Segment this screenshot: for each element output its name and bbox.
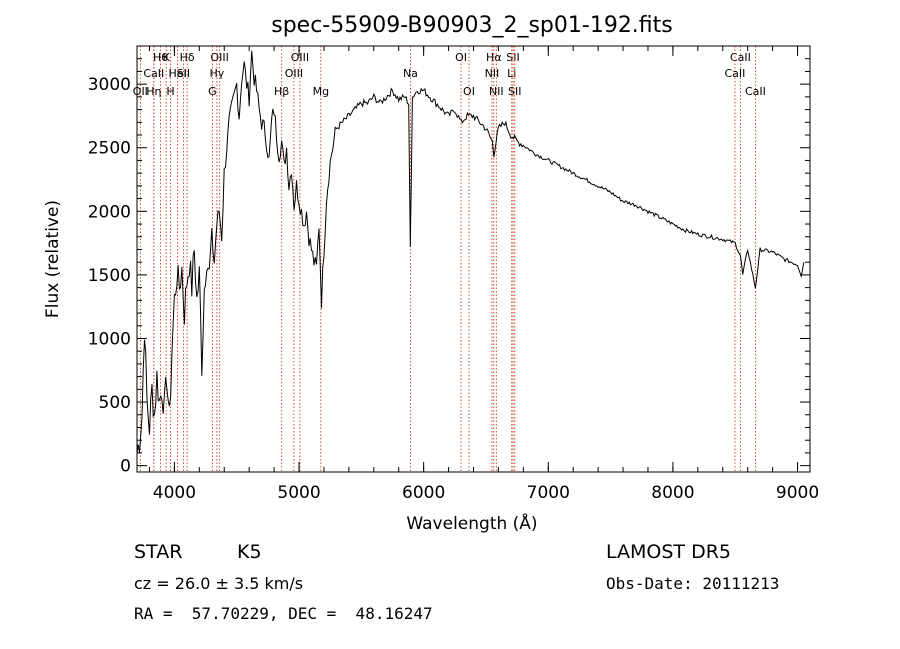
marker-label-13: OIII bbox=[291, 51, 309, 64]
x-axis-label: Wavelength (Å) bbox=[406, 512, 537, 534]
x-tick-label-2: 6000 bbox=[402, 483, 445, 503]
marker-label-1: K bbox=[163, 51, 171, 64]
coordinates: RA = 57.70229, DEC = 48.16247 bbox=[134, 604, 433, 623]
marker-label-26: CaII bbox=[725, 67, 746, 80]
y-axis-label: Flux (relative) bbox=[43, 200, 63, 318]
y-tick-label-4: 2000 bbox=[88, 202, 131, 222]
y-tick-label-1: 500 bbox=[99, 393, 131, 413]
marker-label-22: SII bbox=[506, 51, 519, 64]
x-tick-label-4: 8000 bbox=[651, 483, 694, 503]
y-tick-label-2: 1000 bbox=[88, 329, 131, 349]
marker-label-4: SII bbox=[177, 67, 190, 80]
marker-label-10: Hγ bbox=[209, 67, 224, 80]
x-tick-label-1: 5000 bbox=[277, 483, 320, 503]
y-tick-label-6: 3000 bbox=[88, 75, 131, 95]
chart-title: spec-55909-B90903_2_sp01-192.fits bbox=[271, 13, 673, 38]
marker-label-15: Mg bbox=[313, 85, 329, 98]
observation-date: Obs-Date: 20111213 bbox=[606, 574, 780, 593]
y-axis-ticks: 0 500 1000 1500 2000 2500 3000 bbox=[88, 58, 810, 477]
marker-label-0: Hθ bbox=[153, 51, 168, 64]
marker-label-23: Li bbox=[507, 67, 516, 80]
survey-name: LAMOST DR5 bbox=[606, 541, 731, 563]
marker-label-14: OIII bbox=[285, 67, 303, 80]
marker-label-3: Hδ bbox=[180, 51, 195, 64]
x-tick-label-3: 7000 bbox=[527, 483, 570, 503]
marker-label-12: Hβ bbox=[274, 85, 289, 98]
marker-label-17: OI bbox=[455, 51, 467, 64]
spectrum-line bbox=[136, 50, 805, 454]
marker-label-8: Hη bbox=[146, 85, 161, 98]
x-axis-ticks: 4000 5000 6000 7000 8000 9000 bbox=[148, 46, 819, 503]
marker-label-25: CaII bbox=[730, 51, 751, 64]
object-class: STAR bbox=[134, 541, 183, 563]
marker-label-18: OI bbox=[463, 85, 475, 98]
marker-label-16: Na bbox=[403, 67, 418, 80]
y-tick-label-0: 0 bbox=[120, 457, 131, 477]
y-tick-label-3: 1500 bbox=[88, 266, 131, 286]
x-tick-label-5: 9000 bbox=[776, 483, 819, 503]
redshift-cz: cz = 26.0 ± 3.5 km/s bbox=[134, 574, 304, 593]
marker-label-6: CaII bbox=[143, 67, 164, 80]
x-tick-label-0: 4000 bbox=[153, 483, 196, 503]
object-subclass: K5 bbox=[237, 541, 262, 563]
marker-label-2: H bbox=[166, 85, 174, 98]
marker-label-11: G bbox=[208, 85, 217, 98]
marker-label-21: NII bbox=[489, 85, 504, 98]
marker-label-20: NII bbox=[485, 67, 500, 80]
marker-label-24: SII bbox=[508, 85, 521, 98]
marker-label-27: CaII bbox=[745, 85, 766, 98]
marker-label-19: Hα bbox=[486, 51, 502, 64]
marker-label-9: OIII bbox=[210, 51, 228, 64]
y-tick-label-5: 2500 bbox=[88, 139, 131, 159]
marker-label-5: HeI bbox=[168, 67, 186, 80]
